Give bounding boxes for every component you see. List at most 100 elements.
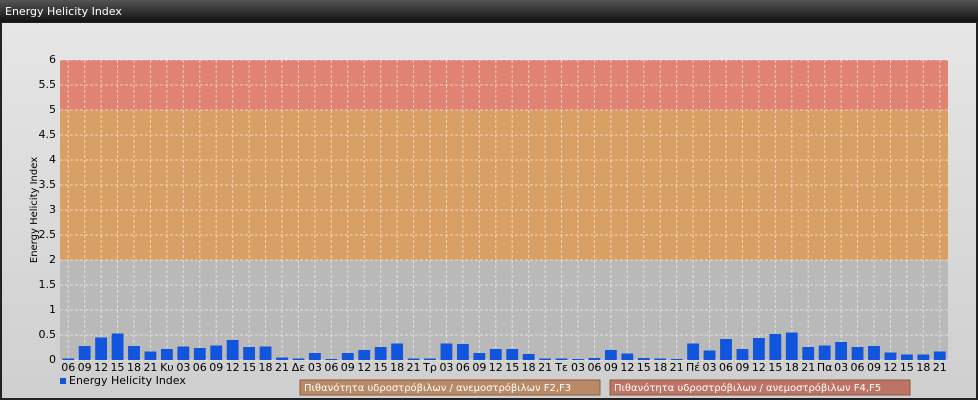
bar <box>802 347 815 360</box>
x-tick-label: 06 <box>324 361 338 374</box>
threshold-band <box>60 110 948 260</box>
bar <box>818 345 831 360</box>
x-tick-label: Πα <box>817 361 833 374</box>
bar <box>160 349 173 360</box>
y-tick-label: 3.5 <box>39 178 57 191</box>
bar <box>473 353 486 360</box>
bar <box>407 358 420 360</box>
x-tick-label: 12 <box>226 361 240 374</box>
x-tick-label: Δε <box>292 361 306 374</box>
bar <box>720 339 732 360</box>
x-tick-label: 21 <box>275 361 289 374</box>
y-tick-label: 6 <box>49 53 56 66</box>
x-tick-label: 12 <box>620 361 634 374</box>
legend-box <box>609 379 911 396</box>
bar <box>687 343 700 360</box>
bar <box>456 344 469 360</box>
bar <box>621 353 634 360</box>
bar <box>604 350 617 360</box>
bar <box>424 358 436 360</box>
bar <box>78 346 91 360</box>
x-tick-label: 12 <box>883 361 897 374</box>
x-tick-label: 06 <box>456 361 470 374</box>
x-tick-label: 18 <box>390 361 404 374</box>
legend-label: Energy Helicity Index <box>69 374 186 387</box>
bar <box>917 354 930 360</box>
x-tick-label: 21 <box>801 361 815 374</box>
x-tick-label: Τε <box>554 361 568 374</box>
x-tick-label: Κυ <box>160 361 174 374</box>
bar <box>933 351 946 360</box>
y-tick-label: 3 <box>49 203 56 216</box>
bar <box>654 358 667 360</box>
x-tick-label: 21 <box>933 361 947 374</box>
y-tick-label: 4.5 <box>39 128 57 141</box>
x-tick-label: Τρ <box>422 361 437 374</box>
bar <box>522 354 535 360</box>
x-tick-label: 12 <box>489 361 503 374</box>
y-tick-label: 5.5 <box>39 78 57 91</box>
bar <box>785 332 798 360</box>
x-tick-label: 12 <box>94 361 108 374</box>
bar <box>769 334 782 360</box>
title-bar <box>0 0 978 22</box>
y-tick-label: 1.5 <box>39 278 57 291</box>
threshold-band <box>60 60 948 110</box>
legend-box <box>299 379 601 396</box>
x-tick-label: 03 <box>308 361 322 374</box>
bar <box>226 340 239 360</box>
x-tick-label: 18 <box>916 361 930 374</box>
x-tick-label: 15 <box>900 361 914 374</box>
x-tick-label: 06 <box>719 361 733 374</box>
bar <box>851 347 864 360</box>
x-tick-label: 18 <box>522 361 536 374</box>
x-tick-label: 18 <box>653 361 667 374</box>
y-tick-label: 4 <box>49 153 56 166</box>
x-tick-label: 06 <box>61 361 75 374</box>
x-tick-label: 18 <box>127 361 141 374</box>
x-tick-label: 06 <box>851 361 865 374</box>
bar <box>391 343 404 360</box>
y-tick-label: 2.5 <box>39 228 57 241</box>
bar <box>588 358 601 360</box>
x-tick-label: 09 <box>341 361 355 374</box>
y-tick-label: 0 <box>49 353 56 366</box>
bar <box>572 359 584 360</box>
bar <box>210 345 223 360</box>
x-tick-label: 06 <box>193 361 207 374</box>
bar <box>489 349 502 360</box>
x-tick-label: 21 <box>670 361 684 374</box>
title: Energy Helicity Index <box>5 5 122 18</box>
legend-swatch <box>60 378 66 384</box>
bar <box>868 346 880 360</box>
x-tick-label: 09 <box>735 361 749 374</box>
legend-box-label: Πιθανότητα υδροστρόβιλων / ανεμοστρόβιλω… <box>304 382 571 394</box>
x-tick-label: 15 <box>374 361 388 374</box>
x-tick-label: 03 <box>439 361 453 374</box>
x-tick-label: 15 <box>242 361 256 374</box>
x-tick-label: 12 <box>357 361 371 374</box>
bar <box>308 353 321 360</box>
bar <box>95 337 108 360</box>
bar <box>736 349 749 360</box>
x-tick-label: 03 <box>571 361 585 374</box>
x-tick-label: 09 <box>472 361 486 374</box>
bar <box>752 338 765 360</box>
x-tick-label: 09 <box>867 361 881 374</box>
threshold-band <box>60 260 948 360</box>
x-tick-label: 06 <box>587 361 601 374</box>
bar <box>670 359 683 360</box>
x-tick-label: 09 <box>604 361 618 374</box>
bar <box>506 349 519 360</box>
bar <box>440 343 453 360</box>
bar <box>325 359 338 360</box>
bar <box>555 358 568 360</box>
x-tick-label: 15 <box>768 361 782 374</box>
y-tick-label: 1 <box>49 303 56 316</box>
x-tick-label: 15 <box>505 361 519 374</box>
x-tick-label: 15 <box>111 361 125 374</box>
bar <box>144 351 157 360</box>
bar <box>177 346 190 360</box>
legend-box-label: Πιθανότητα υδροστρόβιλων / ανεμοστρόβιλω… <box>614 382 881 394</box>
y-tick-label: 0.5 <box>39 328 57 341</box>
